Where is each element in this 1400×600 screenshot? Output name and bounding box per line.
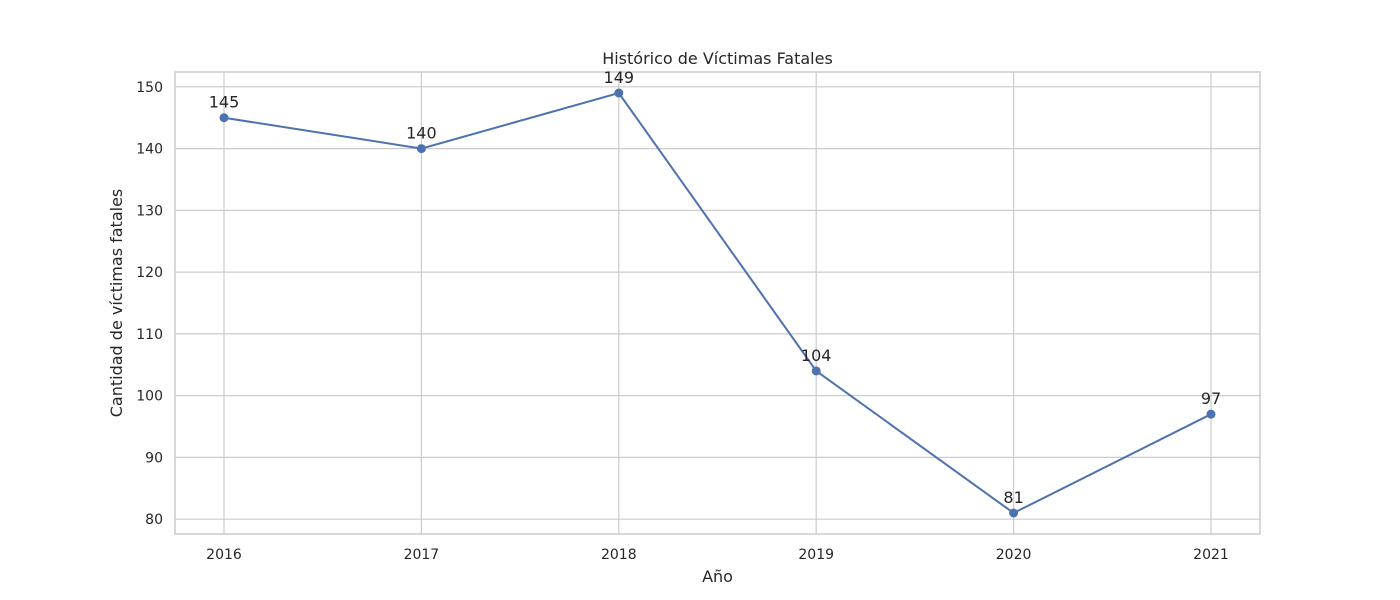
y-tick-label: 100 xyxy=(136,389,163,405)
y-tick-label: 120 xyxy=(136,265,163,281)
x-tick-label: 2021 xyxy=(1193,547,1229,563)
x-tick-label: 2016 xyxy=(206,547,242,563)
data-point xyxy=(219,113,229,123)
y-tick-label: 130 xyxy=(136,203,163,219)
grid xyxy=(175,72,1260,534)
data-label: 149 xyxy=(604,68,635,87)
data-label: 145 xyxy=(209,93,240,112)
y-tick-label: 150 xyxy=(136,80,163,96)
x-tick-label: 2020 xyxy=(996,547,1032,563)
data-point xyxy=(1206,409,1216,419)
x-axis-label: Año xyxy=(702,567,733,586)
y-tick-label: 90 xyxy=(145,450,163,466)
y-tick-label: 110 xyxy=(136,327,163,343)
data-point xyxy=(416,144,426,154)
data-label: 97 xyxy=(1201,389,1221,408)
data-point xyxy=(1009,508,1019,518)
data-label: 104 xyxy=(801,346,832,365)
data-label: 81 xyxy=(1003,488,1023,507)
plot-frame xyxy=(174,71,1261,535)
x-tick-label: 2019 xyxy=(798,547,834,563)
data-point xyxy=(811,366,821,376)
y-tick-label: 140 xyxy=(136,142,163,158)
y-axis-label: Cantidad de víctimas fatales xyxy=(107,189,126,418)
series-line xyxy=(223,91,1212,515)
x-tick-label: 2018 xyxy=(601,547,637,563)
chart-title: Histórico de Víctimas Fatales xyxy=(602,49,833,68)
y-tick-label: 80 xyxy=(145,512,163,528)
series-layer xyxy=(219,88,1216,518)
x-tick-label: 2017 xyxy=(404,547,440,563)
tick-labels: 80 90 100 110 120 130 140 150 2016 2017 2018 2019 20… xyxy=(136,80,1229,563)
data-point xyxy=(614,88,624,98)
data-label: 140 xyxy=(406,124,437,143)
data-labels: 145 140 149 104 81 97 xyxy=(209,68,1221,507)
